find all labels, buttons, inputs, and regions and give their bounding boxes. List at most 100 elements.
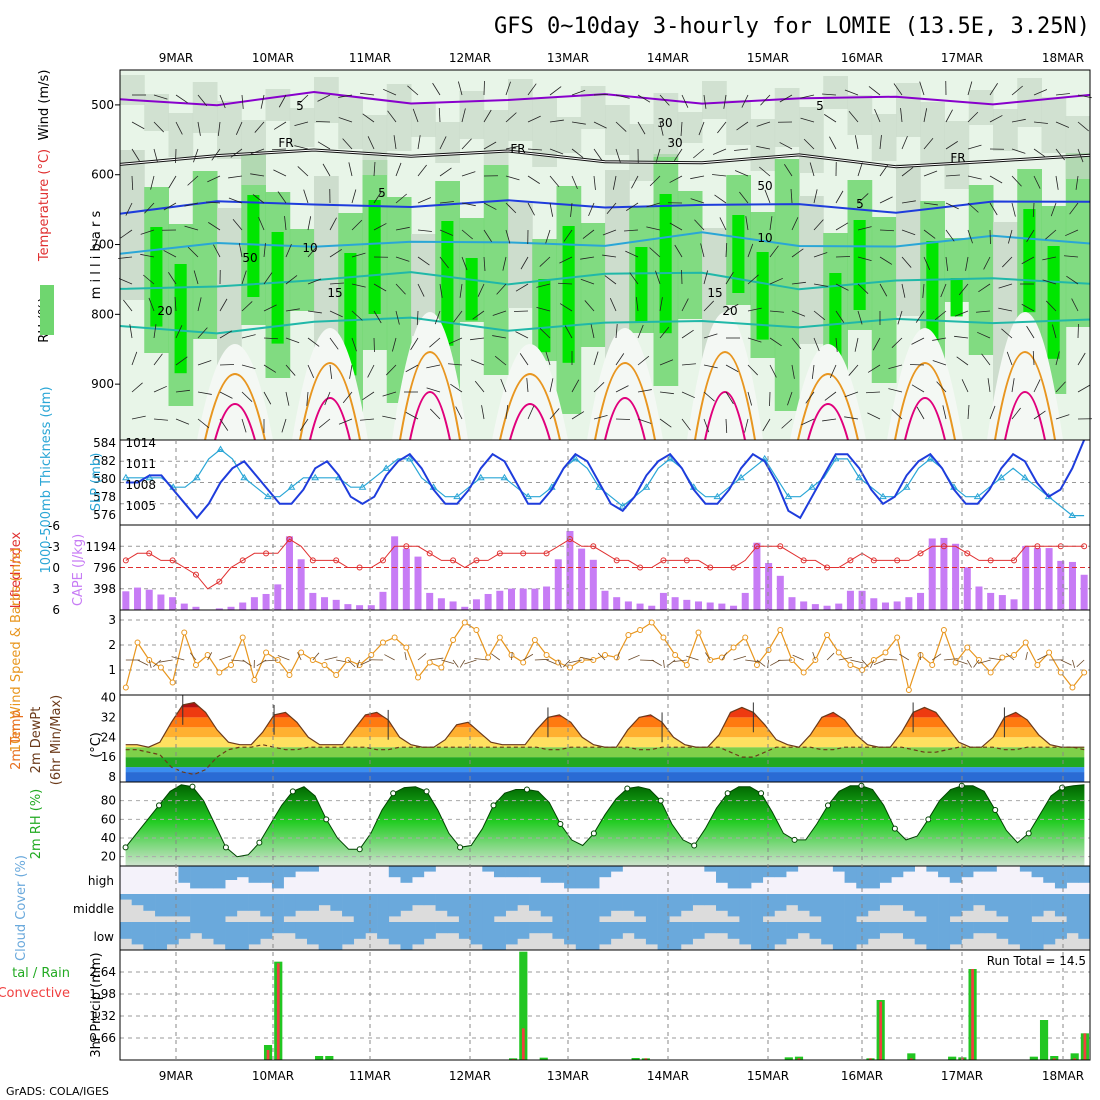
- cape-bar: [332, 599, 340, 610]
- wind-barb: [277, 191, 287, 204]
- cloud-cell: [1019, 866, 1032, 872]
- cape-bar: [1033, 548, 1041, 610]
- cloud-cell: [423, 922, 436, 939]
- wind-speed-marker: [192, 662, 199, 668]
- wind-barb: [874, 108, 881, 123]
- cloud-cell: [435, 894, 448, 911]
- wind-barb: [769, 364, 777, 378]
- wind-barb: [228, 175, 243, 179]
- wind-barb: [349, 364, 353, 379]
- y-tick-label-right: 1011: [125, 457, 156, 471]
- y-tick-label-left: 0: [52, 561, 60, 575]
- wind-barb: [235, 121, 243, 135]
- wind-barb: [384, 654, 395, 661]
- precip-total-bar: [631, 1058, 640, 1060]
- cloud-row-label: low: [94, 930, 115, 944]
- cape-bar: [753, 542, 761, 610]
- wind-barb: [626, 202, 639, 211]
- cloud-cell: [891, 866, 904, 878]
- wind-barb: [189, 652, 197, 661]
- wind-speed-marker: [987, 669, 994, 676]
- precip-total-bar: [1029, 1056, 1038, 1060]
- wind-barb: [383, 88, 397, 96]
- cloud-cell: [540, 922, 553, 934]
- wind-barb: [373, 191, 382, 204]
- isotherm-line: [119, 316, 1091, 335]
- wind-barb: [439, 229, 454, 236]
- wind-barb: [747, 243, 754, 258]
- wind-speed-marker: [157, 664, 164, 671]
- wind-barb: [870, 659, 875, 668]
- wind-barb: [307, 216, 312, 231]
- wind-barb: [230, 148, 243, 158]
- wind-barb: [1042, 279, 1057, 285]
- wind-barb: [659, 121, 664, 136]
- wind-barb: [983, 256, 991, 270]
- wind-speed-marker: [438, 664, 445, 671]
- cloud-cell: [821, 894, 834, 922]
- cape-bar: [496, 590, 504, 610]
- cloud-cell: [879, 866, 892, 883]
- isotherm-25: [694, 351, 756, 441]
- wind-speed-marker: [450, 637, 457, 643]
- wind-barb: [805, 391, 815, 404]
- li-marker: [169, 557, 176, 564]
- rh-marker: [724, 790, 731, 797]
- wind-barb: [712, 148, 727, 155]
- cloud-cell: [1054, 866, 1067, 889]
- cloud-cell: [166, 894, 179, 917]
- cloud-cell: [575, 922, 588, 950]
- cloud-cell: [751, 922, 764, 950]
- li-marker: [403, 543, 410, 550]
- wind-barb: [879, 229, 895, 232]
- wind-barb: [879, 164, 889, 177]
- thickness-marker: [122, 473, 130, 481]
- cape-bar: [519, 588, 527, 610]
- li-marker: [777, 543, 784, 550]
- wind-barb: [439, 283, 443, 298]
- wind-barb: [597, 652, 606, 661]
- wind-barb: [263, 272, 273, 285]
- wind-barb: [367, 136, 375, 150]
- wind-barb: [505, 202, 517, 214]
- rh-marker: [356, 846, 363, 853]
- wind-barb: [967, 405, 970, 420]
- wind-barb: [580, 278, 595, 285]
- rh-upper-band: [192, 82, 218, 133]
- cloud-cell: [914, 894, 927, 917]
- cape-bar: [835, 603, 843, 610]
- x-date-label-bottom: 14MAR: [647, 1069, 689, 1083]
- wind-barb: [1055, 148, 1065, 161]
- freezing-level-line: [119, 149, 1091, 168]
- precip-total-bar: [325, 1056, 334, 1060]
- thickness-marker: [405, 454, 414, 462]
- wind-barb: [472, 310, 485, 320]
- rh-saturated-band: [659, 194, 672, 334]
- wind-barb: [756, 121, 771, 127]
- wind-barb: [1042, 256, 1057, 261]
- precip-convective-bar: [276, 963, 280, 1060]
- rh-saturated-band: [247, 195, 260, 297]
- cloud-cell: [634, 894, 647, 917]
- wind-barb: [879, 196, 893, 204]
- wind-barb: [410, 337, 419, 351]
- wind-barb: [439, 136, 447, 150]
- rh-upper-band: [168, 113, 194, 157]
- wind-barb: [455, 406, 463, 420]
- wind-barb: [549, 175, 560, 187]
- wind-barb: [844, 391, 859, 398]
- cloud-cell: [879, 922, 892, 934]
- cloud-cell: [774, 922, 787, 945]
- cloud-cell: [271, 922, 284, 934]
- wind-barb: [705, 652, 711, 661]
- wind-barb: [640, 659, 655, 661]
- wind-barb: [153, 353, 163, 366]
- wind-barb: [681, 298, 689, 312]
- wind-speed-marker: [940, 627, 947, 633]
- li-line: [125, 538, 1085, 590]
- cloud-cell: [213, 866, 226, 889]
- li-marker: [847, 557, 854, 564]
- rh-marker: [490, 802, 497, 809]
- isotherm-25: [399, 351, 461, 441]
- wind-barb: [582, 229, 595, 239]
